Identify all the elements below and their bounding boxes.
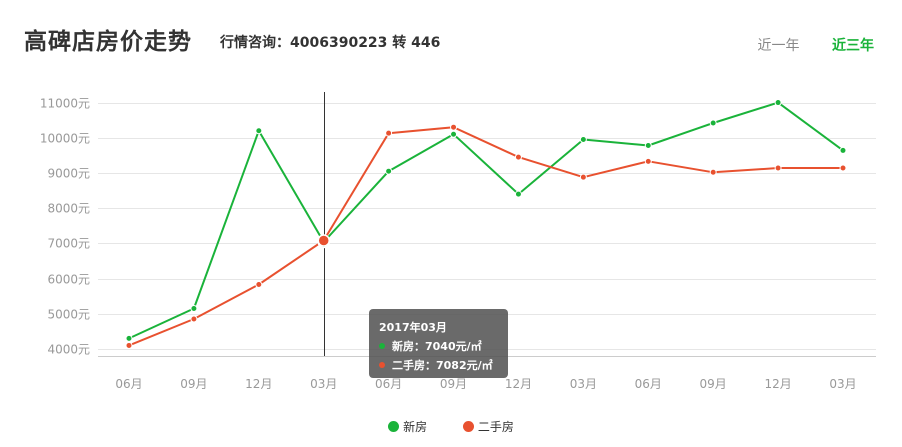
new-house-dot-icon [379,343,385,349]
x-tick-label: 06月 [635,377,662,391]
tab-three-years[interactable]: 近三年 [832,38,874,54]
data-point-1[interactable] [255,281,263,289]
x-tick-label: 03月 [570,377,597,391]
data-point-1[interactable] [774,164,782,172]
data-point-1[interactable] [514,153,522,161]
legend-new-house-label: 新房 [403,420,428,434]
y-tick-label: 4000元 [47,343,90,357]
x-tick-label: 09月 [440,377,467,391]
y-tick-label: 9000元 [47,167,90,181]
x-tick-label: 09月 [180,377,207,391]
data-point-0[interactable] [644,142,652,150]
data-point-0[interactable] [514,190,522,198]
series-line-1 [128,126,843,347]
data-point-0[interactable] [579,136,587,144]
data-point-1[interactable] [385,129,393,137]
legend-new-house-dot-icon [388,421,400,432]
tooltip-title: 2017年03月 [379,321,447,334]
x-tick-label: 06月 [115,377,142,391]
x-tick-label: 03月 [829,377,856,391]
data-point-0[interactable] [125,334,133,342]
data-point-0[interactable] [190,304,198,312]
legend-item-second-hand[interactable]: 二手房 [462,418,514,435]
data-point-0[interactable] [450,130,458,138]
x-tick-label: 12月 [764,377,791,391]
legend-second-hand-dot-icon [462,421,474,432]
legend: 新房 二手房 [0,418,902,435]
data-point-1[interactable] [579,173,587,181]
y-tick-label: 7000元 [47,237,90,251]
data-point-1[interactable] [450,123,458,131]
x-tick-label: 12月 [505,377,532,391]
tab-one-year[interactable]: 近一年 [757,38,800,54]
x-tick-label: 03月 [310,377,337,391]
series-line-0 [128,101,844,340]
legend-item-new-house[interactable]: 新房 [388,418,427,435]
tooltip-second-hand-value: 二手房：7082元/㎡ [392,359,493,372]
y-axis: 4000元 5000元 6000元 7000元 8000元 9000元 10000元 1100… [40,97,90,357]
y-tick-label: 6000元 [47,273,90,287]
data-point-1[interactable] [644,157,652,165]
header: 高碑店房价走势 行情咨询：4006390223 转 446 近一年 近三年 [0,0,902,70]
data-point-1[interactable] [839,164,847,172]
tooltip: 2017年03月 新房：7040元/㎡ 二手房：7082元/㎡ [369,309,508,378]
highlight-point-1[interactable] [317,234,330,247]
hotline-text: 行情咨询：4006390223 转 446 [220,35,441,51]
series-group [125,99,847,349]
x-tick-label: 12月 [245,377,272,391]
x-tick-label: 09月 [700,377,727,391]
data-point-1[interactable] [190,315,198,323]
y-tick-label: 8000元 [47,202,90,216]
data-point-0[interactable] [385,167,393,175]
x-tick-label: 06月 [375,377,402,391]
y-tick-label: 11000元 [40,97,90,111]
data-point-0[interactable] [839,146,847,154]
page-title: 高碑店房价走势 [24,29,192,55]
tooltip-new-house-value: 新房：7040元/㎡ [392,340,482,353]
data-point-0[interactable] [709,119,717,127]
tooltip-row-second-hand: 二手房：7082元/㎡ [379,356,508,375]
legend-second-hand-label: 二手房 [477,420,514,434]
data-point-1[interactable] [709,168,717,176]
second-hand-dot-icon [379,362,385,368]
data-point-0[interactable] [255,127,263,135]
tooltip-row-new-house: 新房：7040元/㎡ [379,337,508,356]
data-point-0[interactable] [774,99,782,107]
y-tick-label: 5000元 [47,308,90,322]
range-tabs: 近一年 近三年 [730,35,874,55]
y-tick-label: 10000元 [40,132,90,146]
data-point-1[interactable] [125,341,133,349]
